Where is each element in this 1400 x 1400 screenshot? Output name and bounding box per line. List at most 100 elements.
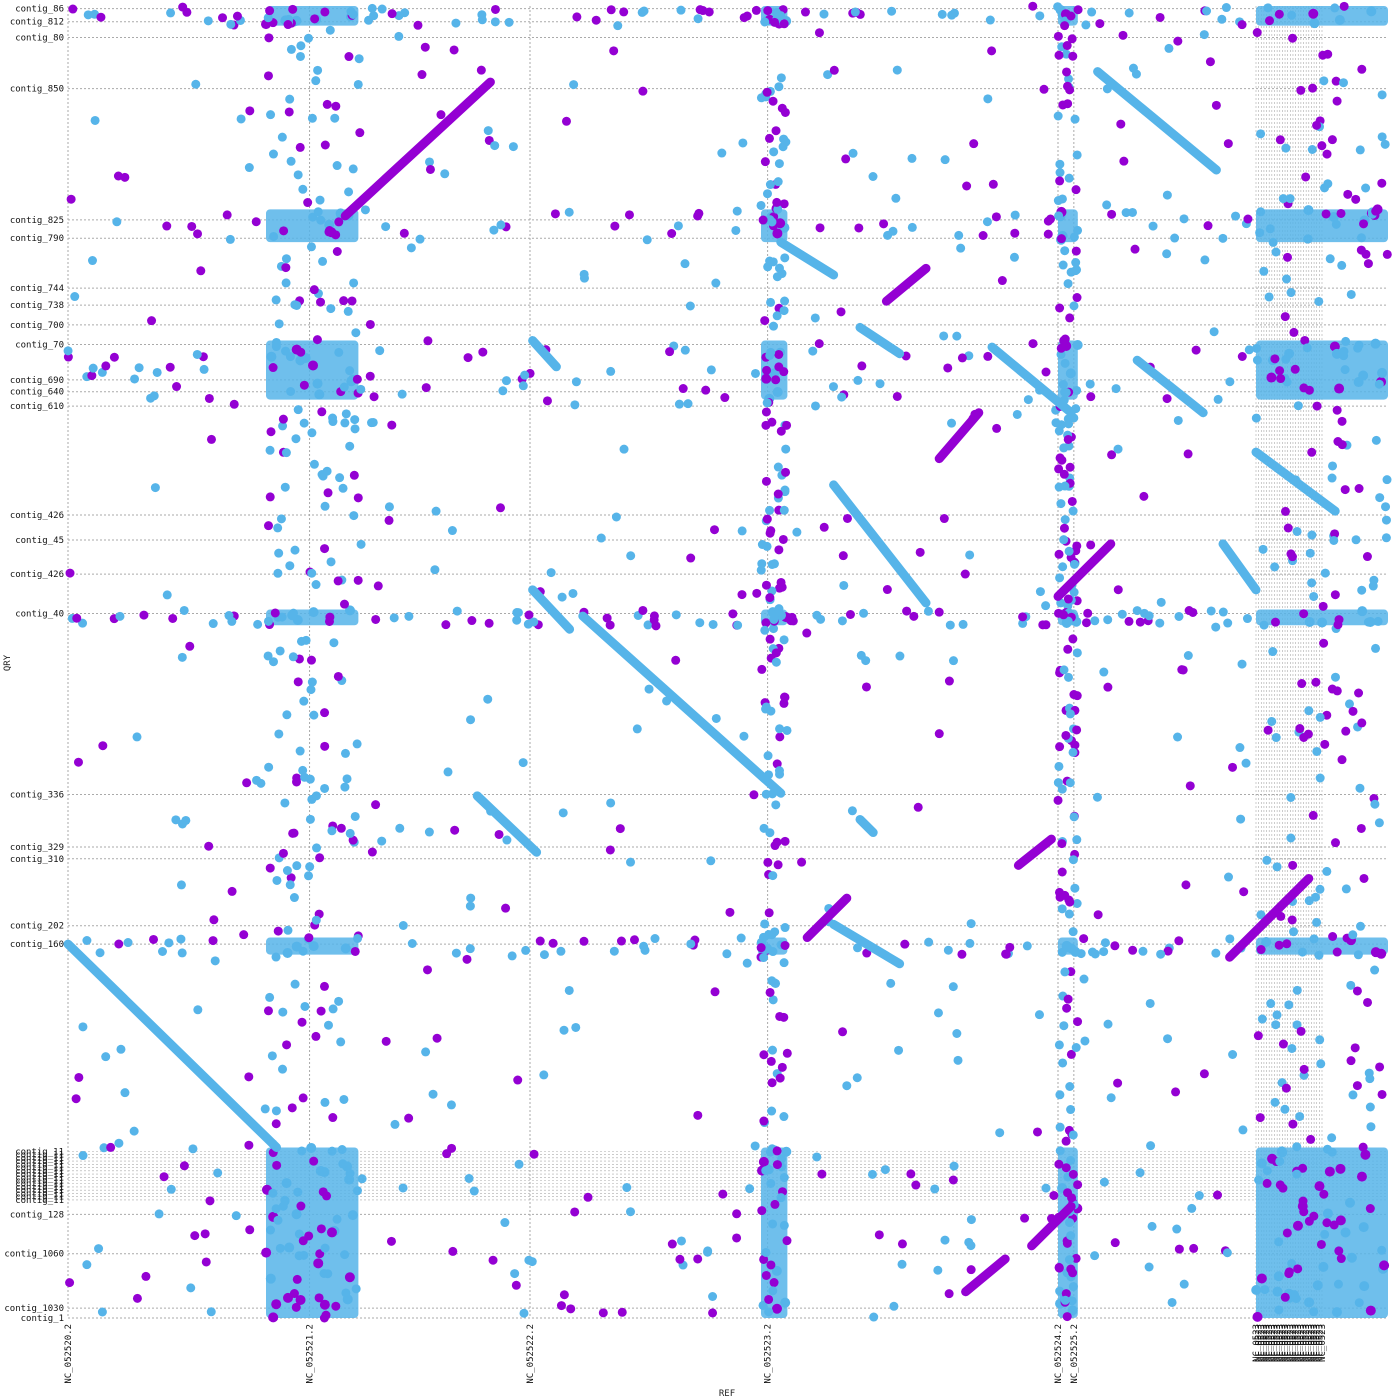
data-point	[711, 713, 721, 723]
y-tick-label: contig_1	[21, 1314, 64, 1324]
data-point	[1183, 650, 1193, 660]
data-point	[535, 936, 545, 946]
data-point	[1055, 159, 1065, 169]
data-point	[268, 149, 278, 159]
data-point	[289, 1289, 299, 1299]
data-point	[1202, 6, 1212, 16]
data-point	[508, 142, 518, 152]
data-point	[939, 514, 949, 524]
data-point	[278, 414, 288, 424]
data-point	[1327, 1133, 1337, 1143]
x-tick-label: NC_0523	[1265, 1324, 1275, 1362]
data-point	[1231, 211, 1241, 221]
data-point	[810, 313, 820, 323]
data-point	[291, 1209, 302, 1220]
data-point	[1065, 1218, 1075, 1228]
data-point	[1259, 266, 1269, 276]
data-point	[343, 306, 353, 316]
data-point	[943, 945, 953, 955]
data-point	[330, 113, 340, 123]
data-point	[769, 1278, 779, 1288]
data-point	[1058, 562, 1068, 572]
data-point	[1363, 997, 1373, 1007]
data-point	[761, 420, 771, 430]
data-point	[1297, 679, 1307, 689]
data-point	[286, 156, 296, 166]
data-point	[701, 385, 711, 395]
data-point	[1346, 289, 1356, 299]
data-point	[1059, 469, 1069, 479]
data-point	[1354, 483, 1364, 493]
x-tick-label: NC_0523	[1281, 1324, 1291, 1362]
data-point	[937, 9, 947, 19]
data-point	[761, 580, 771, 590]
y-tick-label: contig_744	[10, 284, 64, 294]
data-point	[377, 836, 387, 846]
data-point	[1280, 1104, 1290, 1114]
data-point	[303, 198, 313, 208]
y-tick-label: contig_160	[10, 940, 64, 950]
data-point	[1333, 620, 1343, 630]
data-point	[1223, 139, 1233, 149]
data-point	[792, 527, 802, 537]
data-point	[112, 217, 122, 227]
data-point	[1263, 3, 1273, 13]
data-point	[1049, 1190, 1059, 1200]
data-point	[1275, 366, 1285, 376]
data-point	[940, 1235, 950, 1245]
data-point	[1381, 515, 1391, 525]
data-point	[281, 278, 291, 288]
data-point	[1102, 200, 1112, 210]
data-point	[1284, 1000, 1294, 1010]
data-point	[579, 936, 589, 946]
y-tick-label: contig_640	[10, 388, 64, 398]
data-point	[561, 116, 571, 126]
data-point	[596, 533, 606, 543]
data-point	[381, 1036, 391, 1046]
data-point	[776, 1193, 786, 1203]
data-point	[624, 210, 634, 220]
data-point	[271, 1299, 282, 1310]
data-point	[1256, 207, 1266, 217]
data-point	[868, 171, 878, 181]
data-point	[1167, 1297, 1177, 1307]
data-point	[1317, 141, 1327, 151]
data-point	[70, 292, 80, 302]
x-tick-label: NC_0523	[1252, 1324, 1262, 1362]
data-point	[338, 483, 348, 493]
data-point	[239, 930, 249, 940]
data-point	[386, 1236, 396, 1246]
data-point	[718, 1189, 728, 1199]
y-tick-label: contig_336	[10, 791, 64, 801]
data-point	[766, 1260, 776, 1270]
data-point	[353, 493, 363, 503]
data-point	[368, 417, 378, 427]
data-point	[685, 301, 695, 311]
data-point	[639, 941, 649, 951]
data-point	[1184, 606, 1194, 616]
data-point	[1072, 691, 1082, 701]
data-point	[208, 619, 218, 629]
data-point	[1173, 36, 1183, 46]
data-point	[1335, 1215, 1346, 1226]
data-point	[1135, 617, 1145, 627]
data-point	[1085, 379, 1095, 389]
data-point	[285, 561, 295, 571]
data-point	[622, 1183, 632, 1193]
dense-hit-region	[1256, 209, 1388, 243]
data-point	[769, 559, 779, 569]
data-point	[1357, 585, 1367, 595]
y-tick-label: contig_11	[15, 1173, 64, 1183]
data-point	[319, 981, 329, 991]
data-point	[1278, 1183, 1288, 1193]
data-point	[309, 459, 319, 469]
data-point	[767, 976, 777, 986]
data-point	[1309, 1307, 1319, 1317]
data-point	[762, 514, 772, 524]
data-point	[164, 938, 174, 948]
data-point	[812, 1152, 822, 1162]
data-point	[764, 133, 774, 143]
data-point	[420, 42, 430, 52]
data-point	[686, 553, 696, 563]
data-point	[1332, 947, 1342, 957]
